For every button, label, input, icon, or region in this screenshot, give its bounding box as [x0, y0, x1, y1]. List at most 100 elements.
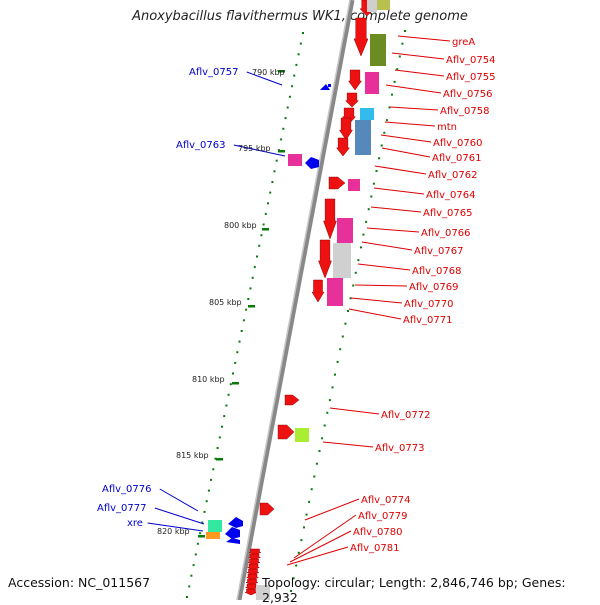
scale-labels: 790 kbp 795 kbp 800 kbp 805 kbp 810 kbp 815 k… — [157, 68, 285, 536]
label-leader — [361, 241, 413, 251]
outer-dot — [401, 42, 404, 45]
gene-label-Aflv_0774: Aflv_0774 — [361, 495, 411, 506]
scale-tick — [216, 458, 223, 461]
gene-arrow — [335, 137, 351, 157]
scale-dot — [288, 95, 291, 98]
gene-arrow-reverse — [226, 538, 240, 544]
outer-dot — [323, 424, 326, 427]
outer-dot — [292, 577, 295, 580]
gene-label-Aflv_0770: Aflv_0770 — [404, 299, 454, 310]
label-leader — [246, 71, 283, 86]
outer-dot — [341, 335, 344, 338]
scale-dot — [196, 542, 199, 545]
gene-block — [367, 0, 377, 12]
scale-dot — [227, 393, 230, 396]
gene-label-Aflv_0763: Aflv_0763 — [176, 140, 226, 151]
label-leader — [385, 84, 442, 94]
label-leader — [329, 407, 380, 415]
gene-label-Aflv_0771: Aflv_0771 — [403, 315, 453, 326]
label-leader — [366, 227, 420, 233]
scale-dot — [302, 32, 304, 34]
scale-dot — [205, 500, 208, 503]
outer-dot — [326, 411, 329, 414]
gene-arrow — [245, 583, 258, 591]
gene-block — [370, 34, 386, 66]
gene-label-Aflv_0761: Aflv_0761 — [432, 153, 482, 164]
gene-block — [295, 428, 309, 442]
gene-label-Aflv_0766: Aflv_0766 — [421, 228, 471, 239]
scale-label: 790 kbp — [252, 68, 285, 77]
gene-block — [360, 108, 374, 120]
gene-label-mtn: mtn — [437, 122, 457, 133]
gene-arrow — [259, 502, 275, 516]
gene-label-Aflv_0772: Aflv_0772 — [381, 410, 431, 421]
gene-block — [348, 179, 360, 191]
gene-label-Aflv_0769: Aflv_0769 — [409, 282, 459, 293]
scale-dot — [232, 372, 234, 375]
gene-arrow — [248, 548, 262, 556]
outer-dot — [372, 182, 375, 185]
outer-dot — [349, 297, 352, 300]
scale-dot — [293, 74, 296, 77]
outer-dot — [313, 475, 316, 478]
outer-dot — [398, 55, 401, 58]
label-leader — [384, 121, 436, 127]
gene-label-Aflv_0779: Aflv_0779 — [358, 511, 408, 522]
scale-dot — [295, 63, 298, 66]
label-leader — [381, 147, 431, 158]
outer-dot — [352, 284, 355, 287]
gene-label-Aflv_0755: Aflv_0755 — [446, 72, 496, 83]
gene-block — [208, 520, 222, 532]
label-leader — [357, 263, 411, 271]
scale-dot — [212, 468, 215, 471]
outer-dot — [308, 500, 311, 503]
gene-label-Aflv_0754: Aflv_0754 — [446, 55, 496, 66]
gene-label-Aflv_0764: Aflv_0764 — [426, 190, 476, 201]
outer-dot — [380, 144, 383, 147]
scale-dot — [242, 319, 245, 322]
scale-dot — [216, 447, 219, 449]
scale-label: 820 kbp — [157, 527, 190, 536]
gene-arrow — [284, 394, 300, 406]
scale-dot — [260, 234, 263, 237]
gene-label-Aflv_0757: Aflv_0757 — [189, 67, 239, 78]
gene-label-Aflv_0781: Aflv_0781 — [350, 543, 400, 554]
scale-dot — [225, 404, 228, 407]
outer-dot — [321, 437, 324, 440]
scale-dot — [240, 330, 243, 332]
gene-arrow-reverse — [305, 157, 319, 169]
gene-block — [337, 218, 353, 243]
scale-dot — [273, 170, 276, 173]
outer-dot — [339, 348, 342, 351]
gene-arrow — [277, 424, 295, 440]
outer-dot — [393, 80, 396, 83]
genome-backbone — [236, 0, 355, 600]
scale-label: 815 kbp — [176, 451, 209, 460]
label-leader — [397, 35, 451, 42]
scale-dot — [271, 181, 274, 183]
outer-dot — [375, 170, 378, 172]
gene-label-greA: greA — [452, 37, 475, 48]
gene-arrow-reverse — [228, 517, 243, 528]
label-leader — [147, 522, 204, 532]
scale-tick — [278, 150, 285, 153]
gene-block — [328, 84, 331, 87]
scale-dot — [188, 585, 191, 588]
scale-dot — [247, 298, 250, 300]
outer-dot — [315, 462, 318, 465]
outer-dot — [385, 119, 388, 122]
outer-dot — [331, 386, 334, 389]
scale-dot — [221, 425, 223, 428]
scale-dot — [253, 266, 256, 269]
outer-dot — [370, 195, 373, 198]
scale-dot — [223, 415, 226, 418]
label-leader — [350, 297, 403, 304]
genome-backbone-highlight — [236, 0, 351, 600]
gene-arrow — [247, 563, 260, 571]
scale-dot — [236, 351, 239, 354]
scale-tick — [198, 535, 205, 538]
scale-dot — [258, 244, 261, 247]
scale-dot — [286, 106, 289, 109]
scale-tick — [248, 305, 255, 308]
